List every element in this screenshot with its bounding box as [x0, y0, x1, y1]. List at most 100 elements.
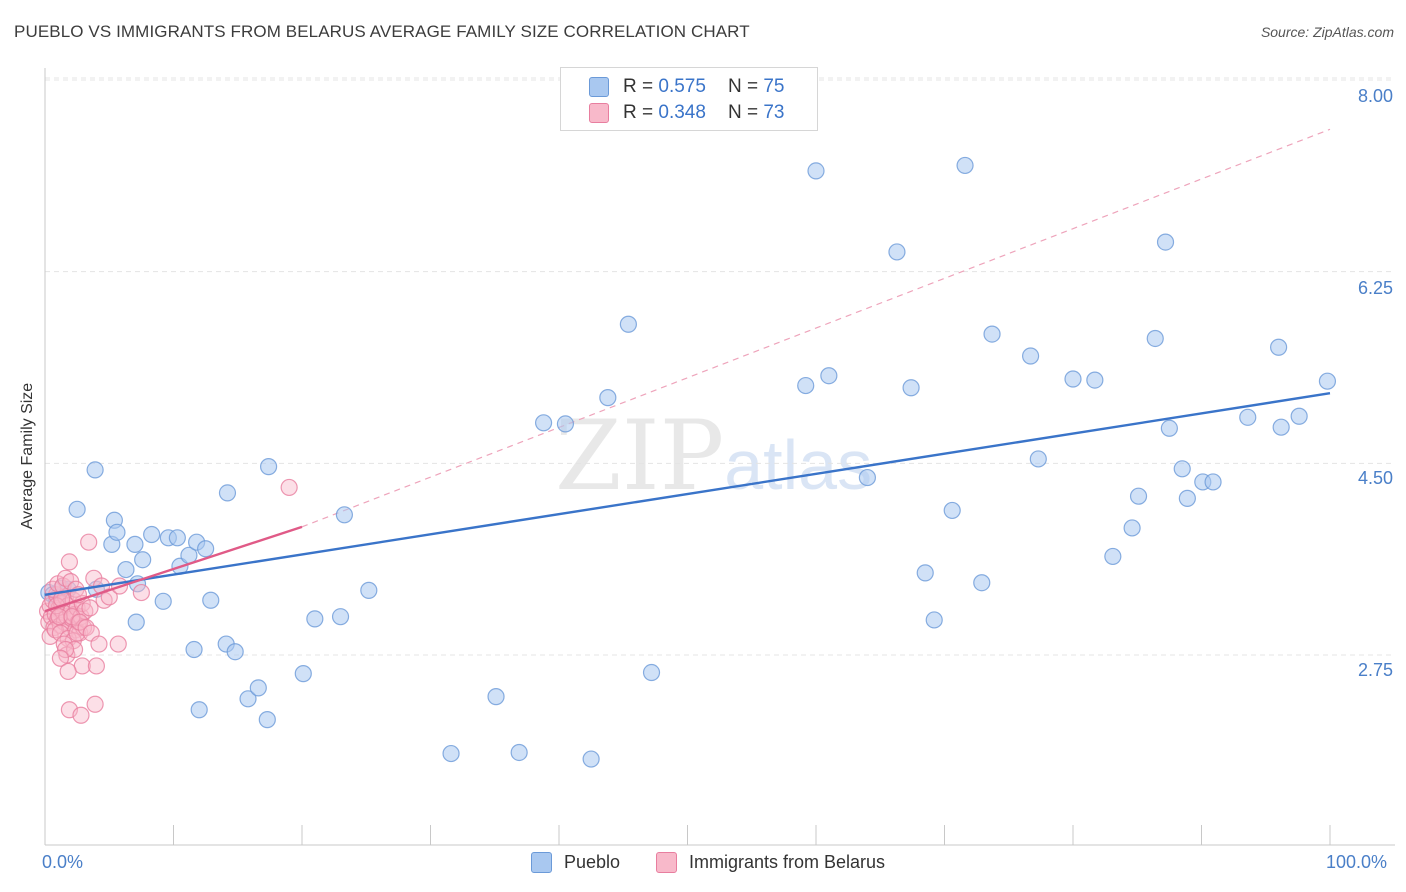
belarus-point-69 — [86, 695, 104, 713]
pueblo-point-53 — [888, 243, 906, 261]
pueblo-point-45 — [582, 750, 600, 768]
belarus-point-36 — [56, 569, 75, 587]
pueblo-point-32 — [249, 679, 267, 697]
legend-r-label: R = — [623, 76, 654, 97]
belarus-point-64 — [132, 583, 150, 602]
legend-swatch-pueblo — [531, 852, 552, 873]
pueblo-point-71 — [1173, 460, 1191, 478]
legend-n-value: 75 — [763, 76, 785, 97]
pueblo-point-41 — [487, 688, 505, 706]
pueblo-point-67 — [1129, 487, 1148, 505]
belarus-point-65 — [109, 635, 127, 653]
pueblo-point-51 — [820, 367, 838, 385]
pueblo-point-70 — [1160, 419, 1178, 437]
y-tick-label-2-75: 2.75 — [1357, 660, 1393, 680]
legend-r-value: 0.348 — [658, 102, 706, 123]
pueblo-point-50 — [807, 162, 825, 180]
belarus-point-43 — [50, 608, 68, 626]
pueblo-point-28 — [218, 484, 237, 502]
legend-swatch-belarus — [589, 103, 609, 123]
legend-row-pueblo: R = 0.575 N = 75 — [589, 74, 784, 100]
pueblo-point-36 — [306, 610, 324, 628]
legend-r-value: 0.575 — [658, 76, 706, 97]
pueblo-point-42 — [510, 743, 528, 762]
belarus-point-58 — [87, 657, 106, 675]
pueblo-point-62 — [1029, 450, 1047, 468]
pueblo-point-75 — [1239, 408, 1257, 426]
pueblo-point-31 — [239, 690, 257, 708]
belarus-point-54 — [80, 533, 98, 551]
pueblo-point-23 — [185, 640, 203, 659]
legend-n-label: N = — [727, 102, 759, 123]
pueblo-point-55 — [916, 564, 934, 582]
pueblo-point-25 — [190, 701, 208, 719]
belarus-point-47 — [60, 553, 79, 571]
pueblo-point-68 — [1146, 329, 1164, 348]
pueblo-point-78 — [1290, 407, 1308, 425]
pueblo-point-57 — [943, 501, 961, 520]
belarus-point-55 — [81, 599, 99, 617]
pueblo-point-40 — [442, 744, 460, 763]
pueblo-point-30 — [226, 643, 244, 661]
x-tick-label-100: 100.0% — [1326, 852, 1388, 872]
pueblo-point-37 — [331, 608, 350, 626]
pueblo-point-66 — [1123, 519, 1141, 537]
correlation-legend: R = 0.575 N = 75 R = 0.348 N = 73 — [560, 67, 818, 131]
pueblo-point-11 — [108, 523, 126, 541]
pueblo-point-6 — [68, 500, 86, 518]
pueblo-point-35 — [294, 665, 312, 683]
legend-n-label: N = — [727, 76, 759, 97]
legend-label-belarus: Immigrants from Belarus — [689, 852, 886, 872]
pueblo-point-76 — [1269, 338, 1288, 356]
legend-swatch-belarus — [656, 852, 677, 873]
pueblo-point-34 — [259, 458, 278, 476]
pueblo-trend-line — [44, 392, 1331, 596]
pueblo-point-39 — [360, 581, 378, 599]
y-tick-label-4-5: 4.50 — [1357, 468, 1393, 488]
legend-item-belarus: Immigrants from Belarus — [656, 852, 885, 873]
pueblo-point-54 — [902, 379, 920, 397]
legend-label-pueblo: Pueblo — [564, 852, 621, 872]
x-tick-label-0: 0.0% — [42, 852, 84, 872]
pueblo-point-20 — [168, 529, 186, 547]
belarus-point-49 — [65, 640, 84, 659]
pueblo-point-63 — [1064, 370, 1082, 388]
legend-r-label: R = — [623, 102, 654, 123]
belarus-trend-extension — [301, 128, 1331, 528]
pueblo-point-33 — [258, 711, 276, 729]
belarus-point-71 — [59, 662, 77, 681]
y-tick-label-6-25: 6.25 — [1357, 278, 1393, 298]
series-legend: Pueblo Immigrants from Belarus — [0, 852, 1406, 878]
belarus-point-50 — [68, 624, 86, 642]
pueblo-point-47 — [619, 315, 637, 333]
pueblo-point-17 — [143, 525, 161, 544]
pueblo-point-49 — [797, 376, 815, 395]
pueblo-point-46 — [599, 389, 617, 407]
pueblo-point-26 — [197, 540, 215, 558]
pueblo-point-69 — [1156, 233, 1175, 251]
chart-title: PUEBLO VS IMMIGRANTS FROM BELARUS AVERAG… — [14, 22, 750, 41]
pueblo-point-27 — [202, 591, 220, 609]
legend-swatch-pueblo — [589, 77, 609, 97]
source-label: Source: ZipAtlas.com — [1260, 24, 1394, 40]
pueblo-point-18 — [154, 592, 172, 610]
legend-row-belarus: R = 0.348 N = 73 — [589, 100, 784, 126]
y-tick-label-8: 8.00 — [1357, 86, 1393, 106]
belarus-point-72 — [280, 478, 298, 497]
pueblo-point-38 — [335, 506, 354, 524]
pueblo-point-56 — [925, 611, 943, 629]
pueblo-point-44 — [556, 415, 575, 433]
pueblo-point-60 — [983, 325, 1001, 343]
pueblo-point-13 — [126, 535, 144, 553]
y-axis-label: Average Family Size — [19, 382, 36, 530]
pueblo-point-8 — [86, 461, 104, 479]
watermark-atlas: atlas — [724, 426, 873, 504]
pueblo-point-74 — [1204, 473, 1222, 491]
belarus-point-32 — [46, 621, 64, 639]
belarus-point-45 — [55, 635, 73, 653]
pueblo-point-16 — [134, 551, 152, 569]
pueblo-point-77 — [1272, 418, 1290, 436]
pueblo-point-65 — [1104, 547, 1122, 566]
legend-n-value: 73 — [763, 102, 785, 123]
pueblo-point-14 — [127, 613, 145, 631]
